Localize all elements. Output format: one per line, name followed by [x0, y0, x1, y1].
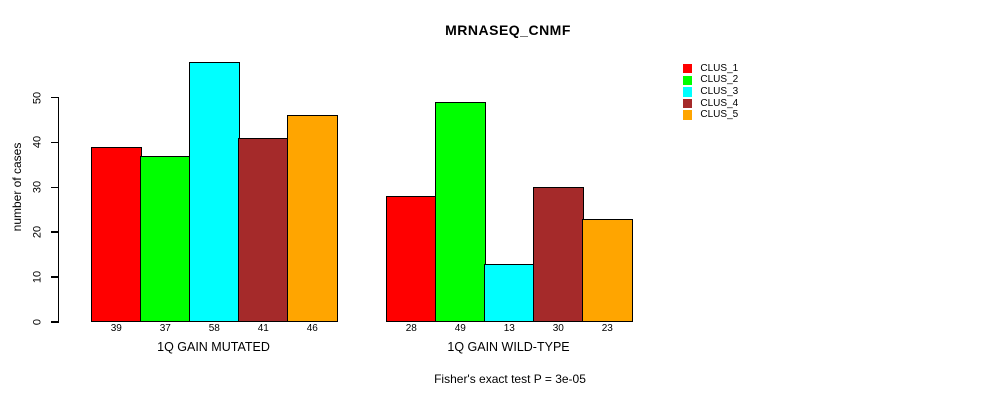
legend-row: CLUS_1 [683, 63, 738, 75]
bar-value-label: 58 [208, 323, 220, 334]
bar-clus_1-group1 [91, 146, 142, 322]
legend-swatch [683, 75, 693, 86]
bar-clus_2-group1 [140, 155, 191, 322]
chart-title: MRNASEQ_CNMF [445, 22, 571, 38]
y-tick [50, 96, 59, 99]
y-tick-label: 10 [31, 270, 44, 284]
y-tick [50, 141, 59, 144]
annotation-text: Fisher's exact test P = 3e-05 [434, 372, 586, 386]
y-tick-label: 0 [31, 318, 44, 326]
bar-value-label: 39 [110, 323, 122, 334]
bar-value-label: 46 [306, 323, 318, 334]
y-axis-line [57, 96, 59, 323]
legend-swatch [683, 110, 693, 120]
y-axis-title: number of cases [10, 142, 24, 232]
legend-label: CLUS_5 [700, 109, 739, 121]
legend-row: CLUS_3 [683, 86, 738, 98]
bar-value-label: 13 [503, 323, 515, 334]
legend-row: CLUS_2 [683, 75, 738, 87]
legend-label: CLUS_2 [700, 74, 739, 86]
y-tick [50, 321, 59, 323]
group-label: 1Q GAIN WILD-TYPE [447, 340, 570, 354]
legend-label: CLUS_1 [700, 62, 739, 74]
bar-value-label: 23 [601, 323, 613, 334]
bar-clus_3-group1 [189, 61, 240, 322]
bar-clus_1-group2 [386, 196, 437, 322]
bar-clus_3-group2 [484, 263, 535, 322]
bar-clus_2-group2 [435, 101, 486, 322]
legend-row: CLUS_5 [683, 109, 738, 121]
group-label: 1Q GAIN MUTATED [157, 340, 270, 354]
legend-swatch [683, 64, 693, 74]
legend-swatch [683, 98, 693, 109]
bar-clus_4-group1 [238, 137, 289, 322]
y-tick [50, 276, 59, 278]
bar-clus_5-group2 [582, 218, 633, 322]
y-tick-label: 20 [31, 226, 44, 239]
legend-label: CLUS_4 [700, 97, 739, 109]
legend: CLUS_1 CLUS_2 CLUS_3 CLUS_4 CLUS_5 [683, 63, 738, 121]
y-tick [50, 231, 59, 233]
bar-value-label: 28 [405, 323, 417, 334]
y-tick-label: 30 [31, 181, 44, 194]
y-tick-label: 40 [31, 136, 44, 149]
legend-label: CLUS_3 [700, 85, 739, 97]
y-tick-label: 50 [31, 91, 44, 104]
y-tick [50, 186, 59, 189]
bar-value-label: 49 [454, 323, 466, 334]
bar-clus_4-group2 [533, 187, 584, 322]
bar-value-label: 37 [159, 323, 171, 334]
bar-clus_5-group1 [287, 115, 338, 322]
legend-row: CLUS_4 [683, 98, 738, 110]
bar-value-label: 30 [552, 323, 564, 334]
legend-swatch [683, 87, 693, 97]
bar-value-label: 41 [257, 323, 269, 334]
